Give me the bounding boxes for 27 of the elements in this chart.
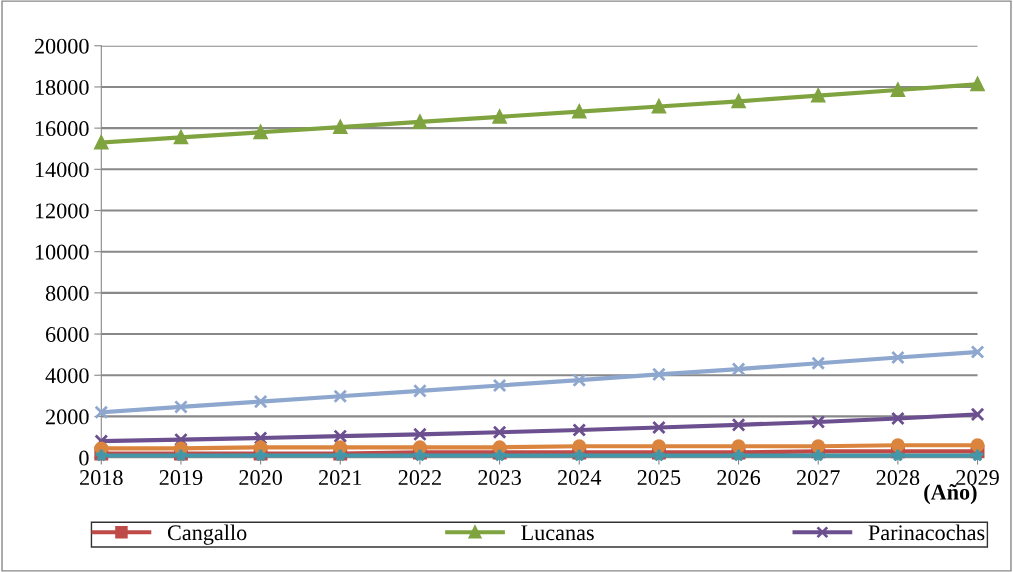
x-tick-label: 2022 [398, 470, 441, 486]
y-tick-label: 8000 [45, 285, 89, 301]
y-tick-label: 20000 [34, 38, 89, 54]
x-axis-title: (Año) [924, 484, 977, 505]
x-tick-label: 2026 [717, 470, 761, 486]
y-tick-label: 14000 [35, 162, 89, 178]
x-tick-label: 2029 [956, 470, 999, 486]
y-tick-label: 4000 [45, 368, 89, 384]
y-tick-label: 12000 [35, 203, 89, 219]
y-tick-label: 6000 [46, 326, 89, 342]
x-tick-label: 2025 [637, 470, 681, 486]
legend-label: Lucanas [521, 525, 594, 541]
x-tick-label: 2027 [796, 470, 840, 486]
legend-label: Cangallo [167, 524, 247, 545]
legend-label: Parinacochas [868, 524, 985, 541]
x-tick-label: 2019 [159, 470, 203, 486]
y-tick-label: 10000 [35, 244, 89, 260]
x-tick-label: 2028 [876, 470, 920, 486]
y-tick-label: 0 [79, 450, 89, 466]
x-tick-label: 2023 [478, 470, 521, 486]
y-tick-label: 2000 [46, 409, 89, 425]
x-tick-label: 2020 [239, 470, 282, 486]
x-tick-label: 2021 [319, 470, 362, 486]
y-tick-label: 16000 [35, 121, 89, 137]
y-tick-label: 18000 [35, 79, 89, 95]
x-tick-label: 2024 [558, 470, 602, 486]
x-tick-label: 2018 [80, 470, 123, 486]
